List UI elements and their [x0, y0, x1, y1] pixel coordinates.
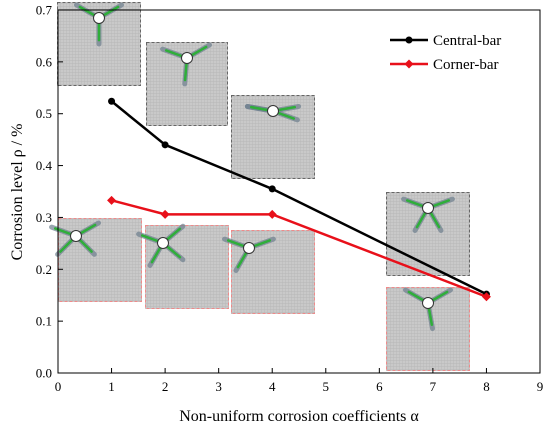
series-line [110, 100, 487, 296]
data-point [268, 185, 276, 193]
inset-image-corner-5 [49, 218, 142, 302]
legend-corner-marker [404, 59, 414, 69]
rebar-hole [157, 237, 169, 249]
y-tick-label: 0.0 [36, 366, 52, 381]
x-axis-title: Non-uniform corrosion coefficients α [179, 408, 419, 425]
x-tick-label: 6 [376, 379, 383, 394]
y-tick-label: 0.5 [36, 106, 52, 121]
inset-image-central-1 [57, 2, 141, 86]
inset-image-corner-6 [136, 223, 229, 309]
x-tick-label: 9 [537, 379, 544, 394]
inset-border [146, 42, 228, 126]
axis-ticks: 0 1 2 3 4 5 6 7 8 9 0.0 0.1 0.2 0.3 0.4 0.5 0.6 0.7 [36, 3, 544, 395]
rebar-hole [70, 230, 82, 242]
inset-image-central-3 [231, 95, 315, 179]
x-tick-label: 7 [430, 379, 437, 394]
rebar-hole [181, 52, 193, 64]
series-corner-bar [107, 195, 491, 302]
inset-image-corner-8 [386, 287, 470, 371]
inset-image-central-4 [386, 192, 470, 276]
inset-border [231, 230, 315, 314]
data-point [267, 209, 277, 219]
rebar-hole [267, 105, 279, 117]
data-point [481, 292, 491, 302]
inset-image-corner-7 [222, 230, 315, 314]
rebar-hole [422, 202, 434, 214]
y-tick-label: 0.3 [36, 210, 52, 225]
x-tick-label: 0 [55, 379, 62, 394]
rebar-hole [93, 12, 105, 24]
y-tick-label: 0.7 [36, 3, 53, 18]
legend-label-corner-bar: Corner-bar [433, 57, 499, 73]
y-tick-label: 0.6 [36, 54, 53, 69]
rebar-hole [422, 297, 434, 309]
x-tick-label: 2 [162, 379, 169, 394]
inset-border [231, 95, 315, 179]
data-point [160, 209, 170, 219]
x-tick-label: 5 [323, 379, 330, 394]
data-point [108, 97, 116, 105]
plot-frame [57, 9, 541, 374]
inset-mesh [58, 218, 142, 302]
inset-mesh [231, 230, 315, 314]
inset-border [386, 287, 470, 371]
inset-image-central-2 [146, 42, 228, 126]
y-tick-label: 0.4 [36, 158, 53, 173]
rebar-hole [243, 242, 255, 254]
data-point [107, 195, 117, 205]
data-point [161, 141, 169, 149]
y-axis-title: Corrosion level ρ / % [9, 124, 26, 261]
y-tick-label: 0.2 [36, 262, 52, 277]
x-tick-label: 8 [483, 379, 490, 394]
x-tick-label: 1 [108, 379, 115, 394]
series-line [111, 199, 487, 298]
legend: Central-bar Corner-bar [390, 33, 501, 73]
legend-label-central-bar: Central-bar [433, 33, 501, 49]
legend-central-marker [405, 36, 413, 44]
y-tick-label: 0.1 [36, 314, 52, 329]
inset-mesh [145, 225, 229, 309]
inset-border [145, 225, 229, 309]
plot-series [107, 97, 491, 302]
x-tick-label: 3 [215, 379, 222, 394]
x-tick-label: 4 [269, 379, 276, 394]
inset-images [49, 2, 470, 371]
